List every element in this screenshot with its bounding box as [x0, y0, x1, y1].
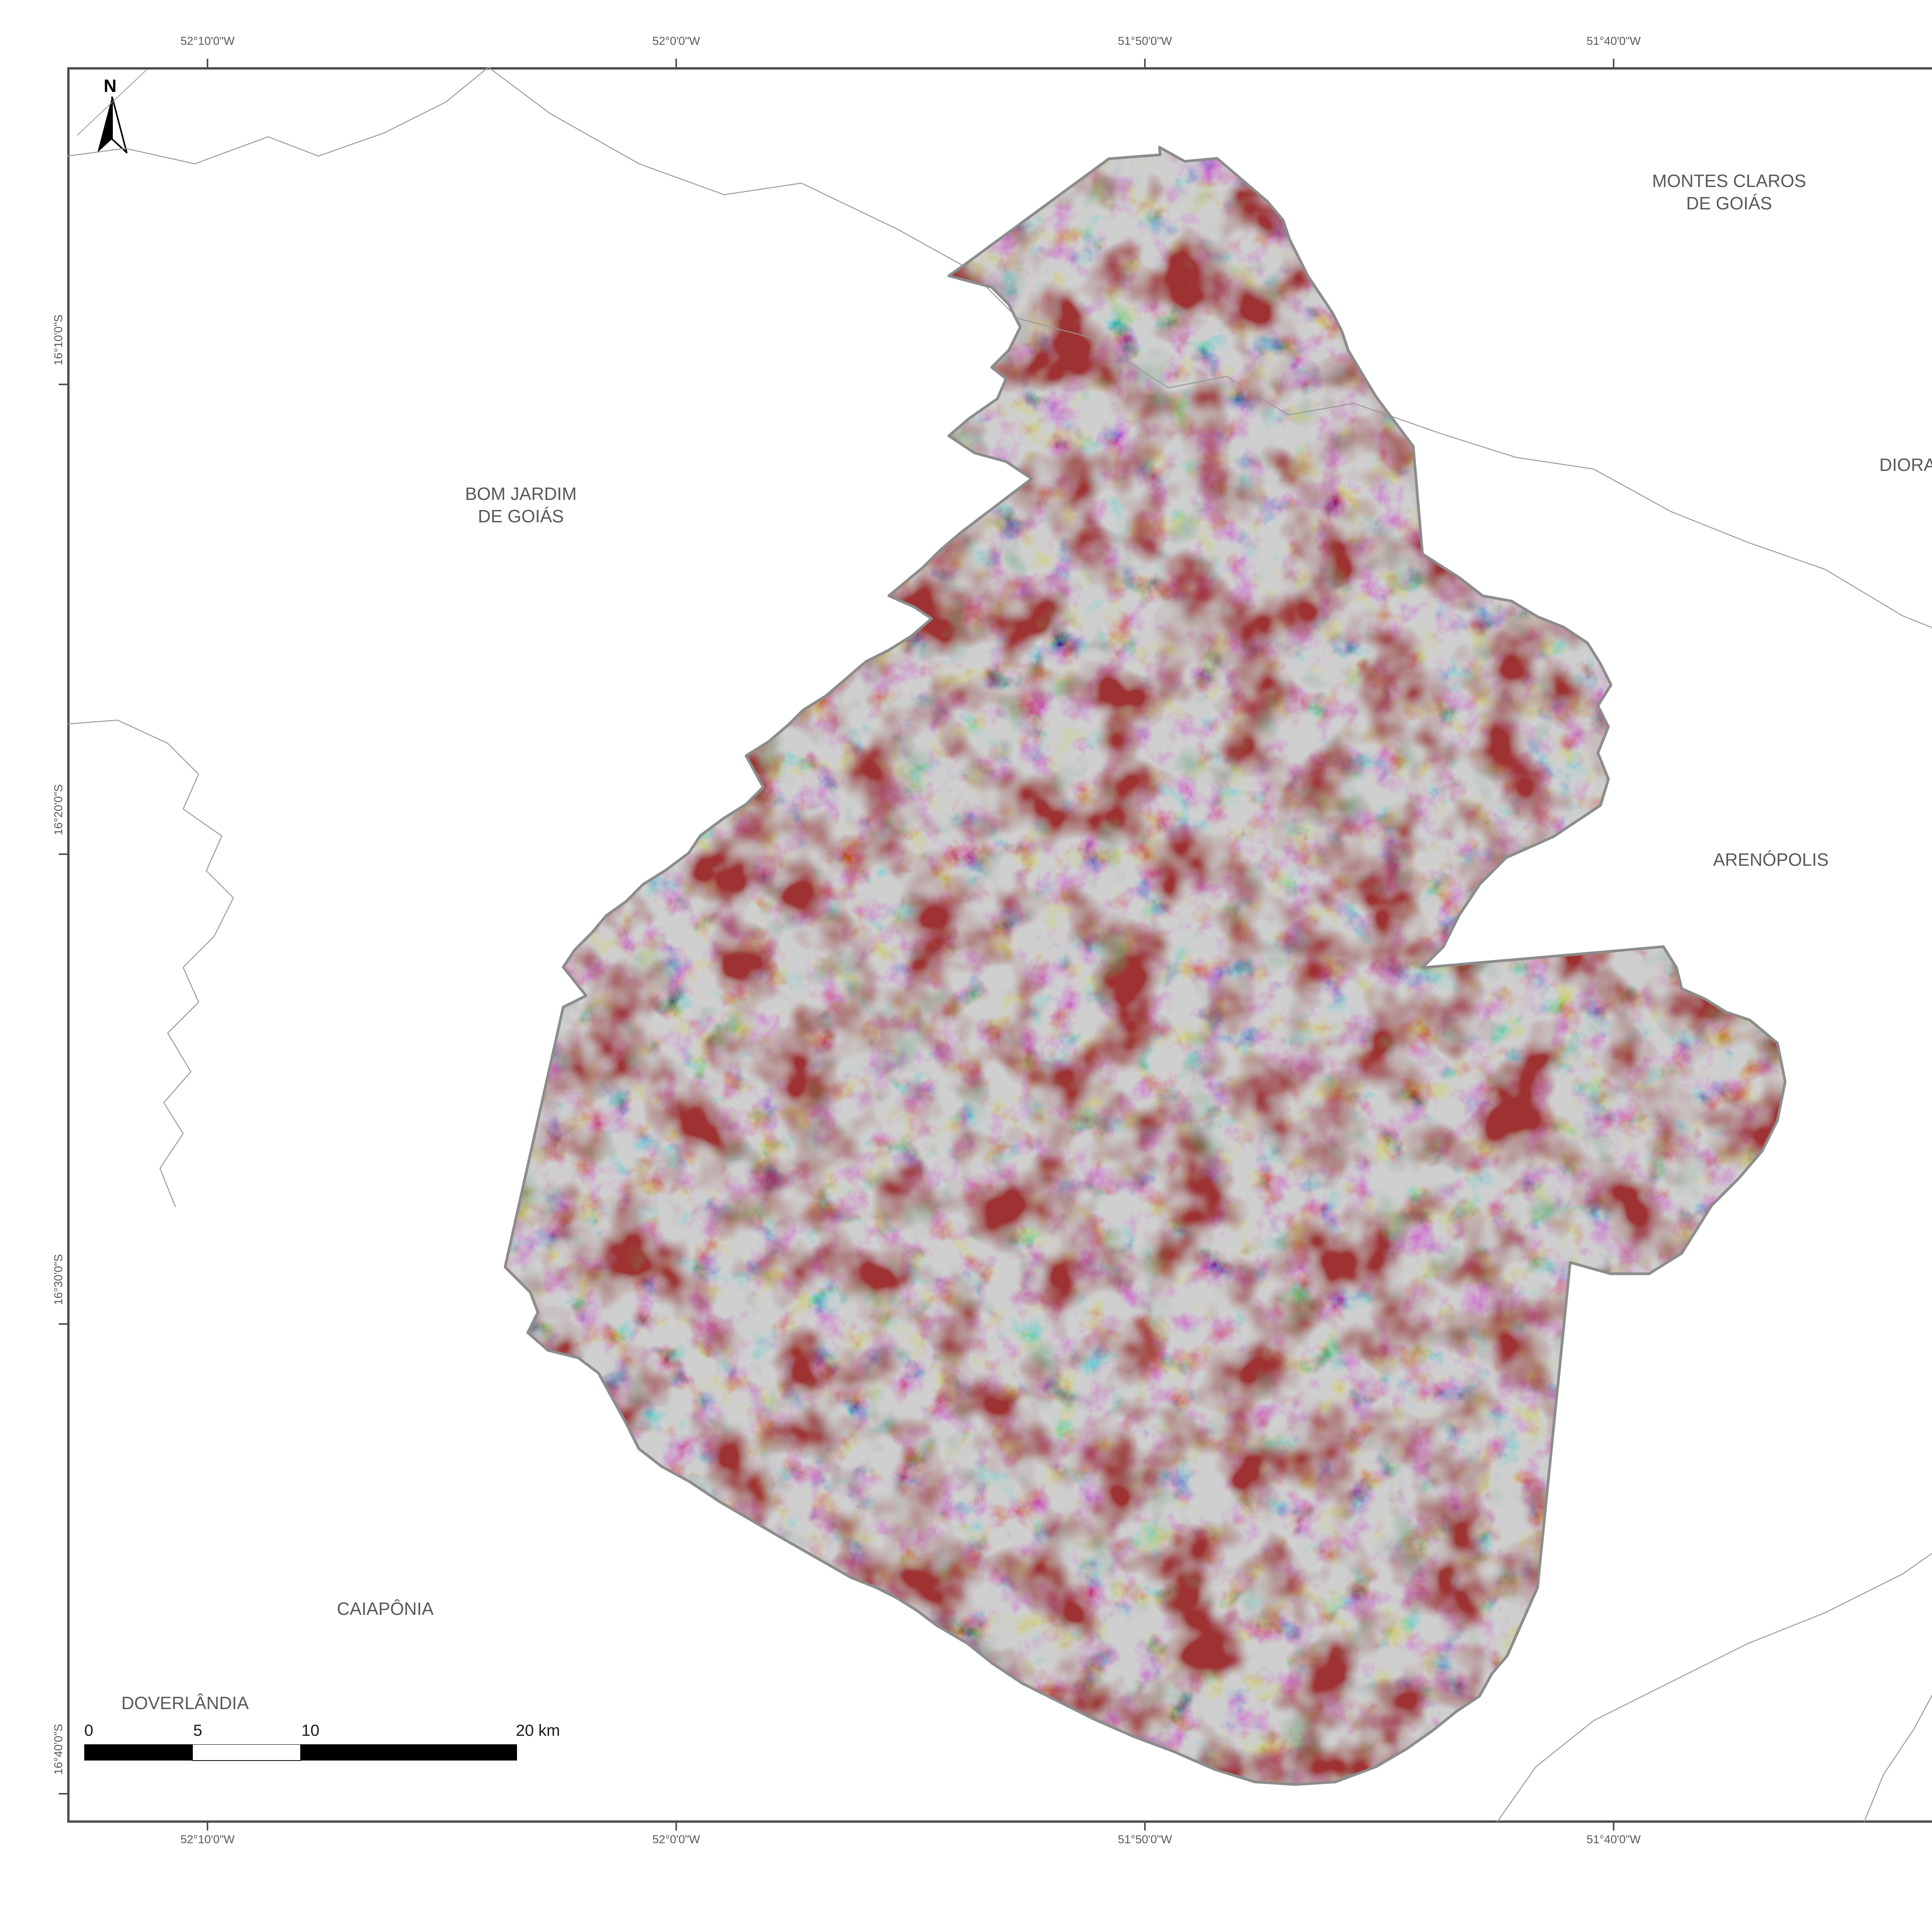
svg-text:DE GOIÁS: DE GOIÁS — [1686, 193, 1772, 213]
svg-text:DIORAMA: DIORAMA — [1879, 455, 1932, 475]
svg-text:BOM JARDIM: BOM JARDIM — [465, 484, 577, 504]
svg-text:MONTES CLAROS: MONTES CLAROS — [1652, 171, 1806, 191]
svg-text:DOVERLÂNDIA: DOVERLÂNDIA — [121, 1693, 249, 1713]
svg-text:CAIAPÔNIA: CAIAPÔNIA — [337, 1599, 434, 1619]
svg-text:ARENÓPOLIS: ARENÓPOLIS — [1713, 850, 1828, 870]
svg-text:DE GOIÁS: DE GOIÁS — [478, 506, 564, 526]
